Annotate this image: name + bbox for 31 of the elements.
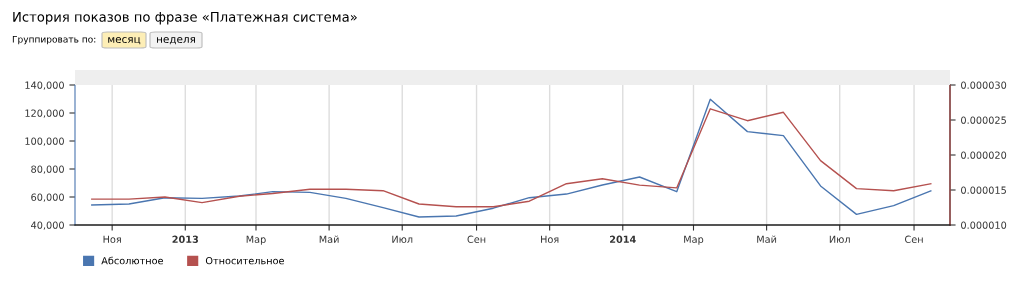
y-tick-label: 80,000 [31,165,64,174]
y-tick-label: 60,000 [31,193,64,202]
y-tick-label: 140,000 [25,81,64,90]
y-tick-label: 40,000 [31,221,64,230]
line-series [91,98,932,218]
legend-label: Абсолютное [101,256,164,265]
y2-tick-label: 0.000020 [961,151,1007,159]
x-tick-label: Май [757,235,777,243]
x-tick-label: Ноя [541,235,559,243]
y-tick-label: 100,000 [25,137,64,146]
x-tick-label: Ноя [103,235,121,243]
x-tick-label: Сен [905,235,923,243]
y2-tick-label: 0.000030 [961,81,1007,89]
text: Группировать по: [12,35,96,45]
x-tick-label: Сен [467,235,486,243]
x-tick-label: 2013 [172,235,199,243]
y-tick-label: 120,000 [25,109,64,118]
x-tick-label: Июл [392,235,413,243]
x-tick-label: 2014 [610,235,636,243]
y2-tick-label: 0.000025 [961,116,1006,124]
text: месяц [108,37,141,45]
x-tick-label: Июл [829,235,850,243]
y2-tick-label: 0.000010 [961,221,1007,229]
line-series [91,108,932,208]
x-tick-label: Мар [684,235,704,245]
y2-tick-label: 0.000015 [961,186,1006,194]
legend-label: Относительное [205,257,284,265]
chart-title: История показов по фразе «Платежная система» [13,12,357,25]
x-tick-label: Май [319,235,339,243]
text: неделя [157,37,195,45]
x-tick-label: Мар [246,235,266,245]
